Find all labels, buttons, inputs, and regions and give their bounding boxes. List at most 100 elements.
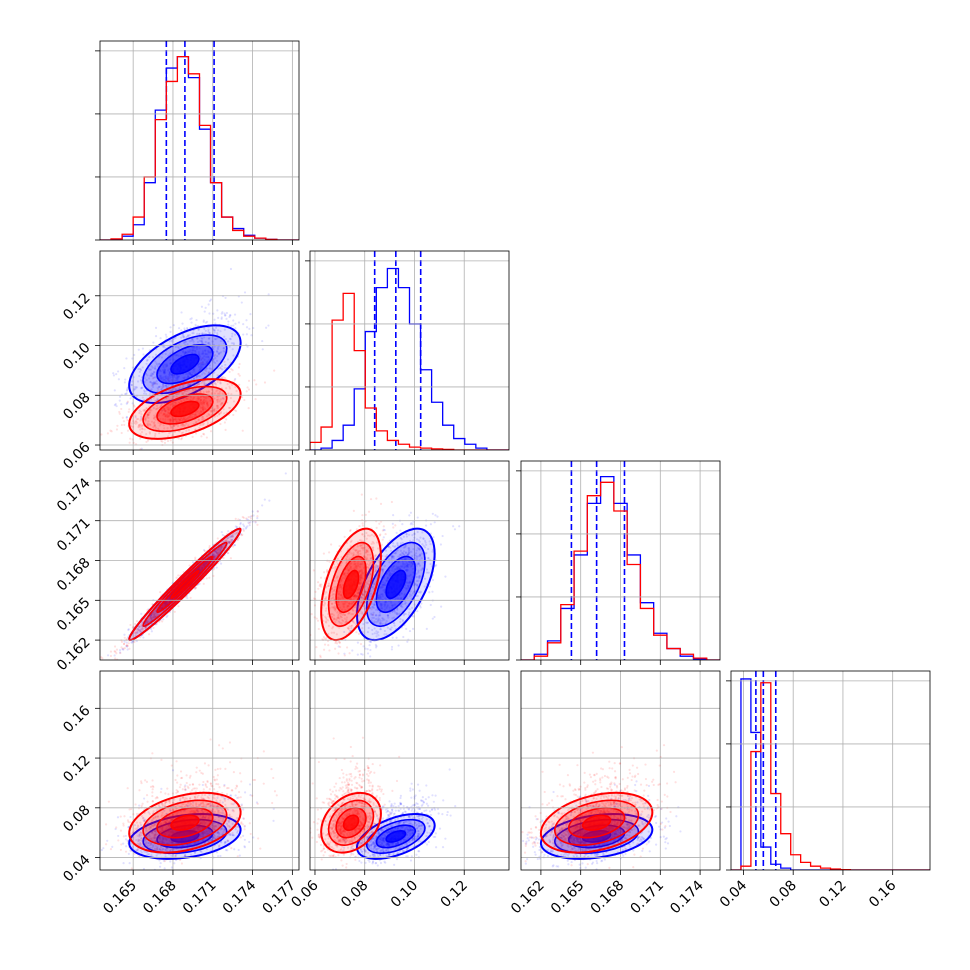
sample-point (165, 602, 169, 605)
sample-point (205, 391, 209, 394)
sample-point (209, 367, 212, 370)
sample-point (174, 401, 177, 404)
sample-point (146, 422, 149, 425)
panel-content (310, 251, 509, 450)
sample-point (238, 374, 241, 377)
sample-point (203, 327, 206, 330)
sample-point (216, 537, 219, 540)
sample-point (222, 397, 225, 400)
sample-point (135, 420, 138, 423)
sample-point (205, 415, 209, 418)
sample-point (196, 410, 199, 413)
sample-point (183, 341, 187, 344)
sample-point (356, 641, 359, 644)
sample-point (232, 354, 235, 357)
sample-point (204, 340, 207, 344)
sample-point (261, 348, 264, 351)
sample-point (196, 340, 200, 344)
sample-point (188, 348, 191, 352)
sample-point (150, 384, 154, 387)
sample-point (202, 396, 206, 399)
sample-point (147, 420, 150, 423)
sample-point (200, 340, 203, 343)
sample-point (182, 350, 185, 353)
sample-point (134, 387, 137, 391)
sample-point (152, 381, 155, 385)
sample-point (140, 424, 144, 428)
sample-point (225, 317, 228, 320)
sample-point (182, 391, 185, 395)
sample-point (186, 416, 190, 419)
sample-point (146, 413, 149, 416)
sample-point (200, 406, 204, 409)
sample-point (200, 435, 203, 438)
sample-point (215, 350, 219, 353)
sample-point (167, 408, 170, 411)
sample-point (411, 523, 414, 526)
sample-point (168, 414, 171, 417)
sample-point (199, 391, 202, 394)
sample-point (210, 388, 214, 391)
sample-point (156, 407, 160, 410)
sample-point (220, 376, 224, 379)
panel-frame (99, 250, 300, 451)
sample-point (198, 332, 201, 336)
sample-point (208, 413, 211, 417)
sample-point (151, 366, 154, 369)
sample-point (217, 316, 220, 319)
sample-point (201, 361, 205, 364)
sample-point (195, 376, 198, 379)
sample-point (177, 401, 181, 404)
sample-point (185, 422, 188, 425)
sample-point (140, 424, 143, 427)
sample-point (203, 563, 207, 566)
sample-point (177, 418, 180, 421)
sample-point (175, 395, 178, 398)
sample-point (223, 543, 226, 546)
sample-point (153, 382, 156, 385)
sample-point (165, 615, 168, 619)
sample-point (161, 386, 164, 390)
sample-point (211, 346, 214, 349)
sample-point (91, 680, 93, 682)
sample-point (244, 527, 247, 530)
sample-point (165, 413, 169, 417)
sample-point (167, 375, 170, 378)
sample-point (162, 376, 165, 379)
sample-point (192, 369, 195, 372)
sample-point (146, 358, 149, 361)
sample-point (390, 648, 394, 651)
sample-point (146, 374, 149, 377)
sample-point (200, 402, 203, 405)
sample-point (112, 374, 116, 377)
sample-point (138, 625, 141, 629)
sample-point (120, 423, 123, 427)
sample-point (193, 413, 197, 416)
sample-point (453, 528, 457, 531)
sample-point (100, 433, 103, 436)
sample-point (199, 401, 202, 404)
sample-point (197, 398, 200, 401)
sample-point (167, 384, 170, 387)
sample-point (245, 390, 248, 393)
sample-point (216, 346, 220, 349)
sample-point (162, 418, 165, 421)
sample-point (150, 372, 153, 375)
sample-point (229, 396, 232, 400)
sample-point (193, 415, 196, 418)
sample-point (160, 378, 163, 381)
sample-point (175, 402, 178, 405)
sample-point (239, 521, 242, 525)
sample-point (175, 421, 178, 424)
sample-point (246, 386, 249, 389)
sample-point (310, 612, 313, 616)
sample-point (173, 403, 176, 407)
sample-point (156, 363, 159, 366)
sample-point (233, 543, 237, 547)
sample-point (356, 653, 359, 656)
sample-point (181, 419, 184, 423)
sample-point (115, 373, 118, 376)
sample-point (197, 418, 200, 421)
sample-point (135, 417, 139, 421)
sample-point (151, 385, 155, 389)
